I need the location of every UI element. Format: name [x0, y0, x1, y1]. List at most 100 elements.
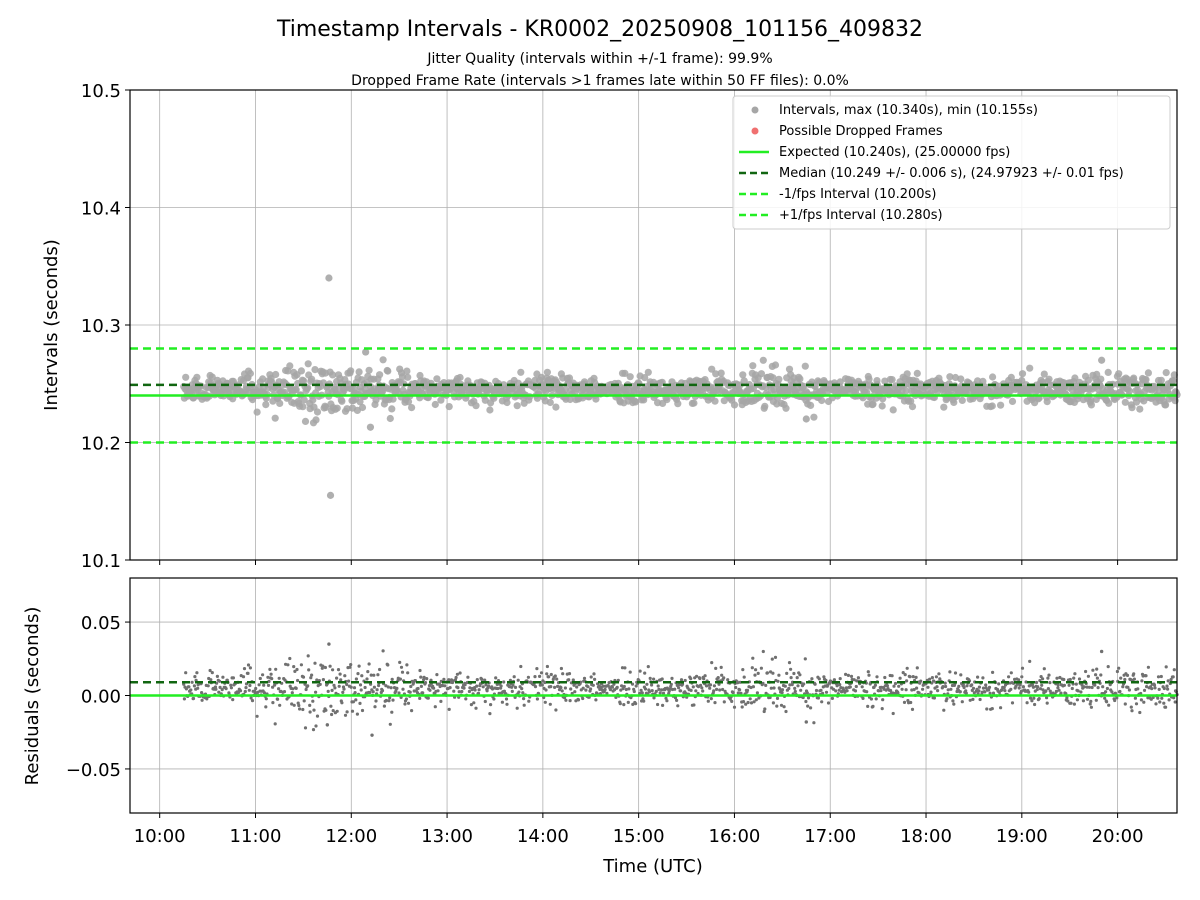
- residual-point: [638, 691, 642, 695]
- residual-point: [1087, 685, 1091, 689]
- residual-point: [1040, 683, 1044, 687]
- residual-point: [615, 685, 619, 690]
- residual-point: [713, 701, 717, 705]
- interval-point: [1121, 398, 1129, 406]
- residual-point: [533, 675, 537, 679]
- residual-point: [742, 675, 746, 679]
- interval-point: [757, 370, 766, 378]
- residual-point: [792, 671, 796, 676]
- residual-point: [304, 687, 308, 692]
- residual-point: [919, 679, 923, 683]
- residual-point: [1080, 683, 1084, 687]
- residual-point: [799, 688, 803, 692]
- residual-point: [1164, 665, 1168, 669]
- residual-point: [622, 684, 626, 689]
- residual-point: [819, 688, 823, 692]
- residual-point: [221, 675, 225, 679]
- residual-point: [776, 679, 780, 683]
- residual-point: [398, 677, 402, 681]
- residual-point: [1030, 699, 1034, 703]
- residual-point: [403, 702, 407, 706]
- interval-point: [403, 367, 411, 375]
- residual-point: [756, 671, 760, 676]
- residual-point: [838, 677, 842, 681]
- residual-point: [976, 675, 980, 679]
- residual-point: [318, 682, 322, 687]
- residual-point: [622, 703, 626, 707]
- residual-point: [569, 687, 573, 691]
- residual-point: [848, 685, 852, 689]
- residual-point: [783, 684, 787, 688]
- residual-point: [1157, 687, 1161, 692]
- residual-point: [378, 667, 382, 672]
- residual-point: [1171, 675, 1175, 679]
- residual-point: [1119, 676, 1123, 680]
- residual-point: [292, 703, 296, 707]
- residual-point: [1140, 679, 1144, 683]
- residual-point: [1121, 685, 1125, 689]
- interval-point: [888, 376, 896, 384]
- residual-point: [1096, 686, 1100, 690]
- top-x-ticks: [159, 560, 1119, 565]
- residual-point: [248, 666, 252, 670]
- residual-point: [419, 684, 423, 689]
- residual-point: [269, 672, 273, 676]
- residual-point: [255, 714, 259, 718]
- residual-point: [1009, 671, 1013, 675]
- residual-point: [1081, 699, 1085, 703]
- interval-point: [1144, 369, 1152, 377]
- residual-point: [563, 686, 568, 690]
- residual-point: [584, 688, 588, 692]
- residual-point: [1085, 697, 1090, 701]
- residual-point: [476, 691, 481, 695]
- top-y-tick-label: 10.5: [81, 81, 121, 102]
- interval-point: [801, 362, 809, 370]
- residual-point: [751, 656, 755, 660]
- residual-point: [772, 686, 776, 690]
- residual-point: [301, 675, 306, 679]
- residual-point: [1017, 686, 1021, 690]
- residual-point: [483, 678, 487, 682]
- bottom-residual-points: [182, 642, 1179, 737]
- residual-point: [512, 675, 516, 679]
- residual-point: [754, 698, 758, 702]
- residual-point: [932, 679, 936, 683]
- residual-point: [784, 709, 788, 714]
- residual-point: [949, 687, 953, 691]
- residual-point: [381, 649, 385, 653]
- residual-point: [231, 698, 235, 702]
- interval-point: [517, 368, 525, 376]
- residual-point: [846, 673, 851, 678]
- residual-point: [527, 699, 531, 703]
- interval-point: [749, 362, 757, 370]
- residual-point: [218, 685, 222, 690]
- residual-point: [515, 706, 519, 710]
- residual-point: [224, 687, 228, 691]
- interval-point: [299, 377, 308, 385]
- residual-point: [1066, 699, 1070, 703]
- residual-point: [1067, 683, 1071, 687]
- residual-point: [936, 689, 940, 693]
- residual-point: [941, 685, 945, 689]
- residual-point: [987, 688, 991, 692]
- residual-point: [1091, 668, 1095, 672]
- residual-point: [250, 699, 255, 703]
- interval-point: [376, 371, 384, 379]
- interval-point: [644, 368, 652, 376]
- residual-point: [902, 700, 907, 705]
- residual-point: [545, 664, 550, 669]
- residual-point: [429, 678, 433, 682]
- residual-point: [270, 677, 274, 681]
- residual-point: [865, 690, 869, 694]
- residual-point: [298, 707, 302, 711]
- residual-point: [787, 686, 791, 691]
- residual-point: [908, 675, 912, 679]
- residual-point: [704, 684, 709, 688]
- residual-point: [631, 702, 635, 707]
- residual-point: [867, 673, 871, 677]
- residual-point: [813, 682, 817, 686]
- residual-point: [308, 710, 312, 714]
- residual-point: [380, 689, 385, 693]
- residual-point: [382, 704, 386, 708]
- residual-point: [1142, 700, 1146, 704]
